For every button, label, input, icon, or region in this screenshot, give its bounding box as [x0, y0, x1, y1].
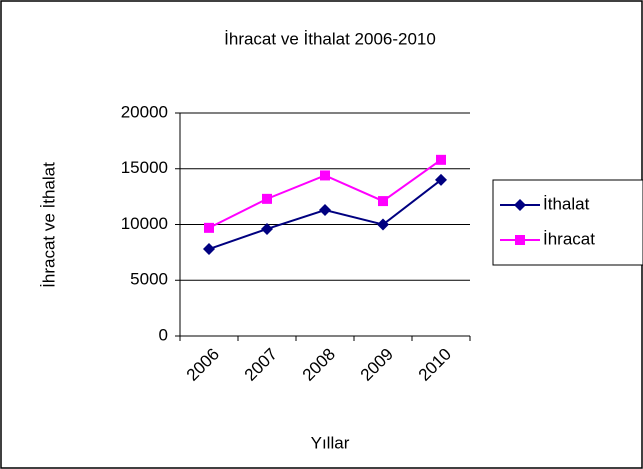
- y-axis-label: İhracat ve İthalat: [39, 162, 58, 288]
- y-tick-label: 20000: [121, 102, 168, 121]
- data-point: [204, 222, 214, 233]
- data-point: [319, 204, 331, 217]
- legend-box: [492, 179, 643, 266]
- data-point: [378, 196, 388, 207]
- data-point: [435, 173, 447, 186]
- data-point: [261, 222, 273, 235]
- data-point: [203, 243, 215, 256]
- legend-label: İhracat: [543, 229, 595, 248]
- x-axis-label: Yıllar: [311, 433, 350, 452]
- legend-label: İthalat: [543, 194, 590, 213]
- y-tick-label: 10000: [121, 214, 168, 233]
- chart-title: İhracat ve İthalat 2006-2010: [224, 29, 436, 48]
- data-point: [377, 218, 389, 231]
- data-point: [436, 154, 446, 165]
- y-tick-label: 5000: [130, 270, 168, 289]
- legend-marker: [514, 199, 526, 211]
- data-point: [320, 170, 330, 181]
- y-tick-label: 0: [159, 325, 168, 344]
- y-tick-label: 15000: [121, 158, 168, 177]
- data-point: [262, 193, 272, 204]
- legend-marker: [515, 235, 525, 245]
